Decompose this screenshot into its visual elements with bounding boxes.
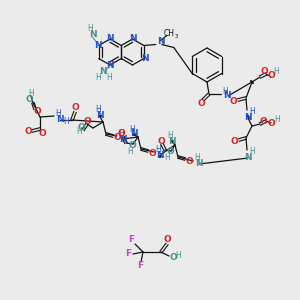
- Text: H: H: [249, 107, 255, 116]
- Text: O: O: [185, 158, 193, 166]
- Text: H: H: [274, 115, 280, 124]
- Text: O: O: [83, 116, 91, 125]
- Text: O: O: [113, 134, 121, 142]
- Text: O: O: [169, 254, 177, 262]
- Text: H: H: [55, 109, 61, 118]
- Text: N: N: [168, 136, 176, 146]
- Text: N: N: [94, 40, 102, 50]
- Text: H: H: [249, 148, 255, 157]
- Text: H: H: [222, 86, 228, 95]
- Text: O: O: [128, 140, 136, 149]
- Text: N: N: [99, 68, 107, 76]
- Text: H: H: [164, 152, 170, 161]
- Text: O: O: [267, 118, 275, 127]
- Text: N: N: [89, 30, 97, 39]
- Text: O: O: [71, 103, 79, 112]
- Text: O: O: [33, 107, 41, 116]
- Text: N: N: [244, 113, 252, 122]
- Text: O: O: [197, 100, 205, 109]
- Text: N: N: [106, 61, 114, 70]
- Text: 3: 3: [175, 34, 178, 39]
- Text: O: O: [157, 136, 165, 146]
- Text: O: O: [163, 236, 171, 244]
- Text: N: N: [244, 154, 252, 163]
- Text: O: O: [148, 148, 156, 158]
- Text: N: N: [106, 34, 114, 43]
- Text: H: H: [87, 24, 93, 33]
- Text: N: N: [156, 151, 164, 160]
- Text: H: H: [127, 146, 133, 155]
- Text: H: H: [106, 74, 112, 82]
- Text: O: O: [229, 98, 237, 106]
- Text: O: O: [259, 116, 267, 125]
- Text: H: H: [194, 152, 200, 161]
- Text: N: N: [129, 34, 136, 43]
- Text: H: H: [95, 73, 101, 82]
- Text: H: H: [95, 106, 101, 115]
- Text: H: H: [175, 251, 181, 260]
- Text: O: O: [230, 137, 238, 146]
- Text: O: O: [77, 122, 85, 131]
- Text: H: H: [167, 131, 173, 140]
- Text: O: O: [25, 95, 33, 104]
- Text: O: O: [166, 148, 174, 157]
- Text: O: O: [260, 68, 268, 76]
- Text: O: O: [267, 71, 275, 80]
- Text: N: N: [223, 92, 231, 100]
- Text: N: N: [56, 115, 64, 124]
- Text: N: N: [195, 160, 203, 169]
- Text: N: N: [96, 110, 104, 119]
- Text: O: O: [38, 128, 46, 137]
- Text: H: H: [273, 68, 279, 76]
- Text: F: F: [128, 236, 134, 244]
- Text: F: F: [137, 262, 143, 271]
- Text: N: N: [141, 54, 148, 63]
- Text: N: N: [119, 134, 127, 143]
- Text: H: H: [63, 118, 69, 127]
- Text: N: N: [130, 130, 138, 139]
- Text: O: O: [24, 128, 32, 136]
- Text: N: N: [157, 37, 165, 46]
- Text: H: H: [155, 145, 161, 154]
- Text: CH: CH: [163, 29, 174, 38]
- Text: H: H: [118, 128, 124, 137]
- Text: H: H: [28, 88, 34, 98]
- Text: F: F: [125, 250, 131, 259]
- Text: H: H: [129, 124, 135, 134]
- Text: H: H: [76, 128, 82, 136]
- Text: O: O: [117, 130, 125, 139]
